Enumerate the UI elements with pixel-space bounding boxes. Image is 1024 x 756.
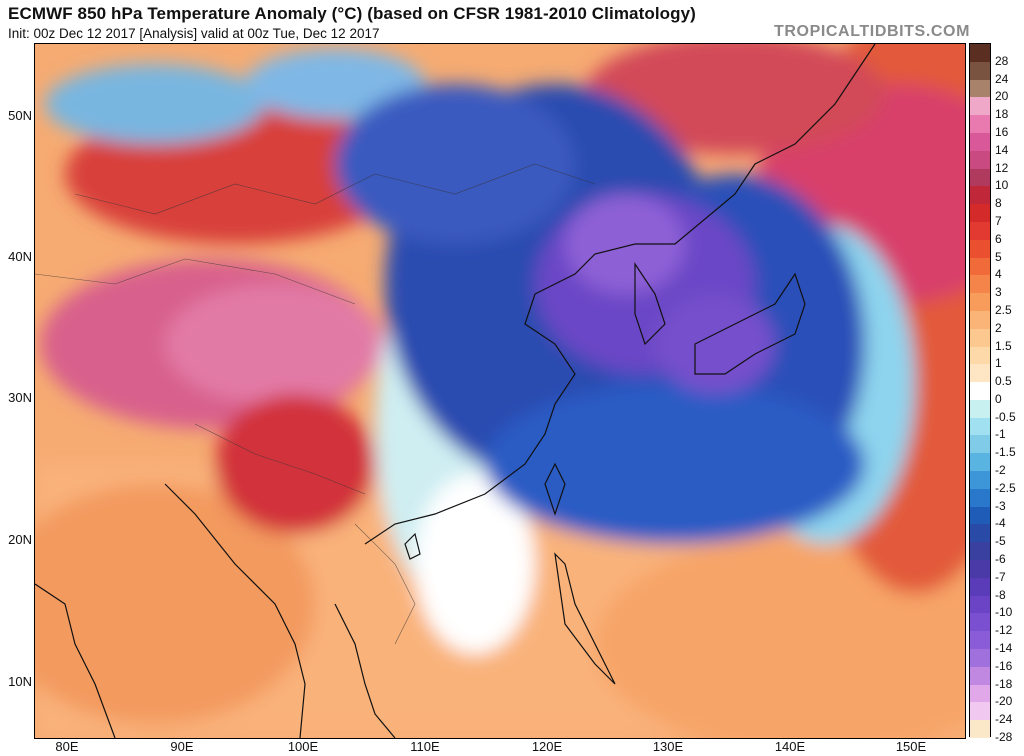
- colorbar-segment: [970, 257, 990, 276]
- colorbar-label: 4: [995, 267, 1002, 282]
- colorbar-segment: [970, 720, 990, 739]
- lon-label-100e: 100E: [287, 739, 319, 754]
- anomaly-map: [34, 43, 966, 739]
- colorbar-segment: [970, 132, 990, 152]
- colorbar-label: -3: [995, 498, 1006, 513]
- colorbar-label: -10: [995, 605, 1013, 620]
- colorbar-segment: [970, 613, 990, 632]
- colorbar-segment: [970, 666, 990, 686]
- colorbar-segment: [970, 97, 990, 116]
- colorbar-segment: [970, 328, 990, 347]
- lon-label-140e: 140E: [774, 739, 806, 754]
- brand-watermark: TROPICALTIDBITS.COM: [774, 23, 970, 40]
- colorbar-segment: [970, 61, 990, 81]
- colorbar-label: -4: [995, 516, 1006, 531]
- colorbar-segment: [970, 79, 990, 98]
- colorbar-segment: [970, 702, 990, 721]
- colorbar-segment: [970, 275, 990, 294]
- colorbar-label: -16: [995, 658, 1013, 673]
- lon-label-150e: 150E: [895, 739, 927, 754]
- colorbar-segment: [970, 435, 990, 454]
- colorbar-segment: [970, 221, 990, 241]
- colorbar-label: -6: [995, 552, 1006, 567]
- colorbar-label: 14: [995, 142, 1009, 157]
- colorbar-segment: [970, 346, 990, 365]
- colorbar-label: 16: [995, 124, 1009, 139]
- colorbar-segment: [970, 382, 990, 401]
- map-subtitle: Init: 00z Dec 12 2017 [Analysis] valid a…: [8, 26, 380, 41]
- lon-label-90e: 90E: [170, 739, 194, 754]
- colorbar-label: 24: [995, 71, 1009, 86]
- colorbar-label: -12: [995, 623, 1013, 638]
- colorbar-segment: [970, 471, 990, 490]
- lon-label-110e: 110E: [410, 739, 440, 754]
- lat-label-30n: 30N: [8, 390, 32, 405]
- colorbar-label: -24: [995, 712, 1013, 727]
- map-title: ECMWF 850 hPa Temperature Anomaly (°C) (…: [8, 4, 696, 23]
- colorbar-segment: [970, 488, 990, 508]
- lat-label-40n: 40N: [8, 249, 32, 264]
- colorbar-segment: [970, 595, 990, 614]
- colorbar-segment: [970, 399, 990, 419]
- colorbar-label: -2.5: [995, 480, 1016, 495]
- lat-label-10n: 10N: [8, 674, 32, 689]
- colorbar-segment: [970, 524, 990, 543]
- colorbar-segment: [970, 310, 990, 330]
- lat-label-50n: 50N: [8, 108, 32, 123]
- lon-label-120e: 120E: [531, 739, 563, 754]
- colorbar-label: -18: [995, 676, 1013, 691]
- colorbar-label: -1.5: [995, 445, 1016, 460]
- colorbar-segment: [970, 150, 990, 170]
- colorbar-label: 1: [995, 356, 1002, 371]
- colorbar-segment: [970, 44, 990, 63]
- colorbar-label: 7: [995, 213, 1002, 228]
- colorbar-label: 20: [995, 89, 1009, 104]
- colorbar-segment: [970, 684, 990, 703]
- colorbar-label: 10: [995, 178, 1009, 193]
- colorbar-segment: [970, 115, 990, 134]
- colorbar-segment: [970, 506, 990, 525]
- colorbar-label: 5: [995, 249, 1002, 264]
- colorbar-label: 8: [995, 196, 1002, 211]
- colorbar-label: -7: [995, 569, 1006, 584]
- colorbar-label: 3: [995, 285, 1002, 300]
- lat-label-20n: 20N: [8, 532, 32, 547]
- lon-label-130e: 130E: [652, 739, 684, 754]
- colorbar-segment: [970, 560, 990, 579]
- colorbar-segment: [970, 364, 990, 383]
- colorbar-segment: [970, 168, 990, 187]
- colorbar-label: 12: [995, 160, 1009, 175]
- lon-label-80e: 80E: [55, 739, 79, 754]
- colorbar-segment: [970, 631, 990, 650]
- colorbar-label: -8: [995, 587, 1006, 602]
- colorbar-label: 1.5: [995, 338, 1012, 353]
- colorbar-label: 0: [995, 391, 1002, 406]
- colorbar-label: 0.5: [995, 374, 1012, 389]
- colorbar-label: -28: [995, 730, 1013, 744]
- colorbar-segment: [970, 239, 990, 259]
- colorbar-segment: [970, 417, 990, 436]
- colorbar-label: -0.5: [995, 409, 1016, 424]
- colorbar-label: 2: [995, 320, 1002, 335]
- map-graphic: [35, 44, 965, 738]
- colorbar-label: -14: [995, 641, 1013, 656]
- colorbar-label: -20: [995, 694, 1013, 709]
- colorbar: [969, 43, 991, 739]
- colorbar-segment: [970, 204, 990, 223]
- colorbar-segment: [970, 542, 990, 561]
- colorbar-label: -2: [995, 463, 1006, 478]
- colorbar-segment: [970, 186, 990, 205]
- colorbar-label: 2.5: [995, 302, 1012, 317]
- colorbar-segment: [970, 649, 990, 668]
- colorbar-segment: [970, 453, 990, 472]
- colorbar-segment: [970, 577, 990, 597]
- colorbar-label: -1: [995, 427, 1006, 442]
- colorbar-label: -5: [995, 534, 1006, 549]
- colorbar-label: 6: [995, 231, 1002, 246]
- colorbar-label: 28: [995, 53, 1009, 68]
- colorbar-label: 18: [995, 107, 1009, 122]
- colorbar-segment: [970, 293, 990, 312]
